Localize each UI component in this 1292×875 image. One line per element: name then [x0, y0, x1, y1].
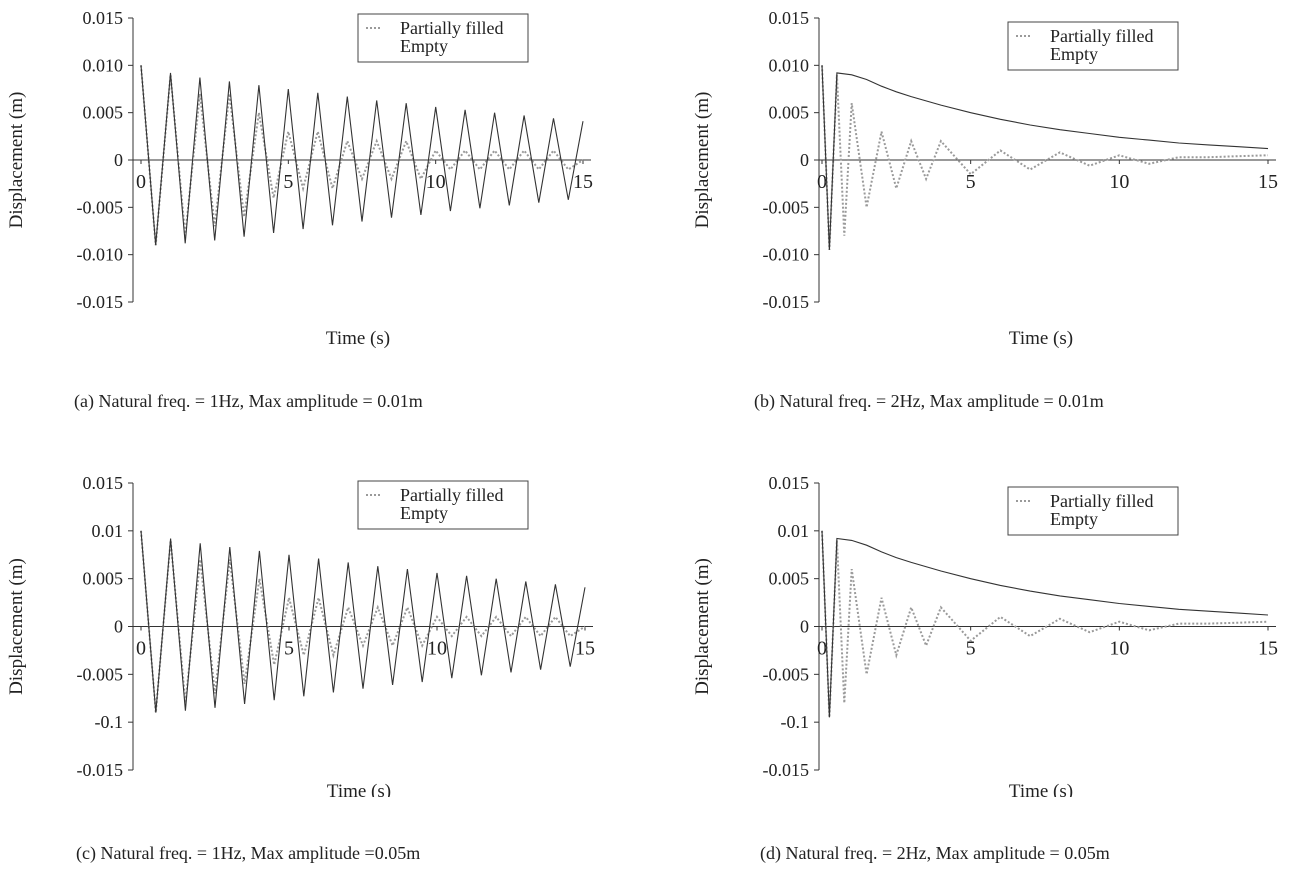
chart-a-y-tick-label: -0.015 [77, 292, 124, 312]
chart-a-x-tick-label: 15 [573, 171, 593, 193]
chart-d-y-tick-label: -0.1 [781, 712, 810, 732]
chart-d-y-tick-label: 0 [800, 617, 809, 637]
chart-d-legend-box [1007, 486, 1179, 536]
chart-b-x-tick-label: 10 [1109, 171, 1129, 193]
chart-b-y-tick-label: 0 [800, 150, 809, 170]
chart-d-x-axis-title: Time (s) [1009, 781, 1073, 797]
chart-c-series-empty-line [140, 530, 586, 713]
chart-a-series-empty-line [140, 65, 584, 246]
chart-a-y-tick-label: 0.005 [83, 103, 124, 123]
chart-d-y-axis-title: Displacement (m) [692, 558, 713, 695]
chart-d-caption: (d) Natural freq. = 2Hz, Max amplitude =… [760, 843, 1110, 863]
chart-c-y-axis-title: Displacement (m) [6, 558, 27, 695]
chart-c-legend-label-empty: Empty [400, 503, 448, 523]
chart-b-series-empty-line [821, 65, 1269, 250]
chart-c-x-tick-label: 0 [136, 638, 146, 660]
chart-d-series-empty-line [821, 530, 1269, 718]
chart-b-legend-box [1007, 21, 1179, 71]
chart-a-y-tick-label: -0.010 [77, 245, 124, 265]
chart-a-x-tick-label: 0 [136, 171, 146, 193]
chart-d-svg: 0.015 0.01 0.005 0 -0.005 -0.1 -0.015 0 5 10 15 Par… [692, 473, 1278, 797]
chart-c-y-tick-label: -0.005 [77, 664, 124, 684]
chart-panel-d: 0.015 0.01 0.005 0 -0.005 -0.1 -0.015 0 5 10 15 Par… [646, 437, 1292, 874]
chart-b-y-tick-label: 0.015 [769, 8, 810, 28]
chart-b-caption: (b) Natural freq. = 2Hz, Max amplitude =… [754, 391, 1104, 411]
chart-d-y-tick-label: -0.015 [763, 760, 810, 780]
chart-b-y-tick-label: 0.010 [769, 55, 810, 75]
chart-c-x-tick-label: 15 [575, 638, 595, 660]
chart-c-y-tick-label: 0 [114, 617, 123, 637]
chart-b-x-tick-label: 0 [817, 171, 827, 193]
chart-b-svg: 0.015 0.010 0.005 0 -0.005 -0.010 -0.015 0 5 10 15… [692, 8, 1278, 349]
chart-c-caption: (c) Natural freq. = 1Hz, Max amplitude =… [76, 843, 421, 863]
chart-c-y-tick-label: -0.015 [77, 760, 124, 780]
chart-d-y-tick-label: 0.015 [769, 473, 810, 493]
chart-a-y-tick-label: 0.010 [83, 55, 124, 75]
chart-d-x-tick-label: 15 [1258, 638, 1278, 660]
chart-panel-c: 0.015 0.01 0.005 0 -0.005 -0.1 -0.015 0 5 10 15 Par… [0, 437, 646, 874]
chart-b-y-tick-label: -0.015 [763, 292, 810, 312]
chart-a-x-tick-label: 5 [283, 171, 293, 193]
chart-d-x-tick-label: 10 [1109, 638, 1129, 660]
chart-a-svg: 0.015 0.010 0.005 0 -0.005 -0.010 -0.015 0 5 10 15… [6, 8, 593, 349]
chart-d-legend-label-partially-filled: Partially filled [1050, 491, 1153, 511]
chart-b-legend-label-empty: Empty [1050, 44, 1098, 64]
chart-d-x-tick-label: 0 [817, 638, 827, 660]
chart-c-legend-label-partially-filled: Partially filled [400, 485, 503, 505]
chart-c-x-tick-label: 10 [427, 638, 447, 660]
chart-b-legend-label-partially-filled: Partially filled [1050, 26, 1153, 46]
chart-c-y-tick-label: 0.005 [83, 569, 124, 589]
chart-c-y-tick-label: 0.01 [92, 521, 124, 541]
chart-a-x-tick-label: 10 [426, 171, 446, 193]
chart-d-y-tick-label: 0.01 [778, 521, 810, 541]
chart-c-legend-box [357, 480, 529, 530]
chart-b-series-partially-filled-line [821, 65, 1269, 250]
chart-a-y-tick-label: -0.005 [77, 197, 124, 217]
chart-b-x-tick-label: 15 [1258, 171, 1278, 193]
chart-a-y-axis-title: Displacement (m) [6, 92, 27, 229]
chart-b-y-tick-label: -0.010 [763, 245, 810, 265]
chart-c-x-axis-title: Time (s) [327, 781, 391, 797]
chart-d-y-tick-label: 0.005 [769, 569, 810, 589]
chart-c-svg: 0.015 0.01 0.005 0 -0.005 -0.1 -0.015 0 5 10 15 Par… [6, 473, 595, 797]
chart-b-x-axis-title: Time (s) [1009, 328, 1073, 349]
chart-a-legend-box [357, 13, 529, 63]
chart-a-series-partially-filled-line [140, 65, 584, 246]
chart-a-x-axis-title: Time (s) [326, 328, 390, 349]
chart-b-y-tick-label: -0.005 [763, 197, 810, 217]
chart-panel-a: 0.015 0.010 0.005 0 -0.005 -0.010 -0.015 0 5 10 15… [0, 0, 646, 437]
chart-c-y-tick-label: 0.015 [83, 473, 124, 493]
chart-b-y-tick-label: 0.005 [769, 103, 810, 123]
chart-d-x-tick-label: 5 [966, 638, 976, 660]
chart-d-y-tick-label: -0.005 [763, 664, 810, 684]
chart-a-legend-label-empty: Empty [400, 36, 448, 56]
chart-d-legend-label-empty: Empty [1050, 509, 1098, 529]
chart-a-y-tick-label: 0.015 [83, 8, 124, 28]
chart-b-x-tick-label: 5 [966, 171, 976, 193]
chart-b-y-axis-title: Displacement (m) [692, 92, 713, 229]
chart-a-caption: (a) Natural freq. = 1Hz, Max amplitude =… [74, 391, 423, 411]
chart-c-y-tick-label: -0.1 [95, 712, 124, 732]
chart-c-series-partially-filled-line [140, 530, 586, 713]
chart-d-series-partially-filled-line [821, 530, 1269, 718]
chart-a-legend-label-partially-filled: Partially filled [400, 18, 503, 38]
chart-c-x-tick-label: 5 [284, 638, 294, 660]
chart-a-y-tick-label: 0 [114, 150, 123, 170]
chart-panel-b: 0.015 0.010 0.005 0 -0.005 -0.010 -0.015 0 5 10 15… [646, 0, 1292, 437]
